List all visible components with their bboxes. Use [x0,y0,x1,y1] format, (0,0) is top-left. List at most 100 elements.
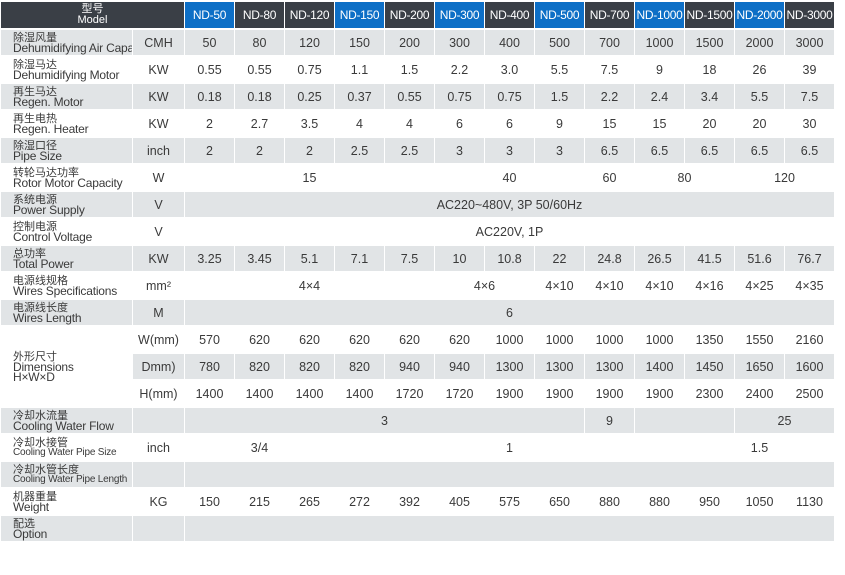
value-cell: 150 [185,489,234,514]
value-cell: 700 [585,30,634,55]
value-cell: 0.55 [185,57,234,82]
value-cell: 2400 [735,381,784,406]
row-label: 再生电热 Regen. Heater [1,111,132,136]
unit-cell: W(mm) [133,327,184,352]
value-cell: 7.5 [585,57,634,82]
value-cell: 1130 [785,489,834,514]
value-cell: 39 [785,57,834,82]
value-cell: 10.8 [485,246,534,271]
model-header-cell: ND-150 [335,2,384,28]
spec-row-dimension-d: Dmm) 780 820 820 820 940 940 1300 1300 1… [1,354,834,379]
merged-value-cell: 60 [585,165,634,190]
row-label: 总功率 Total Power [1,246,132,271]
merged-value-cell [185,462,834,487]
value-cell: 7.5 [785,84,834,109]
value-cell: 1300 [485,354,534,379]
value-cell: 1650 [735,354,784,379]
unit-cell: W [133,165,184,190]
model-header-cell: ND-700 [585,2,634,28]
value-cell: 405 [435,489,484,514]
row-label: 控制电源 Control Voltage [1,219,132,244]
spec-row-wires-spec: 电源线规格 Wires Specifications mm² 4×4 4×6 4×… [1,273,834,298]
merged-value-cell: 9 [585,408,634,433]
value-cell: 2500 [785,381,834,406]
value-cell: 2.2 [435,57,484,82]
value-cell: 76.7 [785,246,834,271]
value-cell: 215 [235,489,284,514]
value-cell: 1720 [435,381,484,406]
spec-row-pipe-size: 除湿口径 Pipe Size inch 2 2 2 2.5 2.5 3 3 3 6… [1,138,834,163]
value-cell: 820 [235,354,284,379]
value-cell: 1300 [585,354,634,379]
spec-row-dimension-h: H(mm) 1400 1400 1400 1400 1720 1720 1900… [1,381,834,406]
value-cell: 940 [435,354,484,379]
value-cell: 300 [435,30,484,55]
value-cell: 26 [735,57,784,82]
model-header-cell: ND-120 [285,2,334,28]
value-cell: 41.5 [685,246,734,271]
spec-row-regen-heater: 再生电热 Regen. Heater KW 2 2.7 3.5 4 4 6 6 9… [1,111,834,136]
header-row: 型号 Model ND-50 ND-80 ND-120 ND-150 ND-20… [1,2,834,28]
value-cell: 265 [285,489,334,514]
merged-value-cell: AC220~480V, 3P 50/60Hz [185,192,834,217]
value-cell: 1.5 [535,84,584,109]
unit-cell: Dmm) [133,354,184,379]
row-label: 机器重量 Weight [1,489,132,514]
spec-row-control-voltage: 控制电源 Control Voltage V AC220V, 1P [1,219,834,244]
value-cell: 4×35 [785,273,834,298]
value-cell: 0.75 [285,57,334,82]
value-cell: 1900 [635,381,684,406]
value-cell: 820 [285,354,334,379]
merged-value-cell: 1 [335,435,684,460]
value-cell: 1400 [235,381,284,406]
value-cell: 1.5 [385,57,434,82]
value-cell: 6.5 [635,138,684,163]
value-cell: 1350 [685,327,734,352]
value-cell: 3 [435,138,484,163]
value-cell: 2160 [785,327,834,352]
value-cell: 1000 [535,327,584,352]
spec-row-cooling-pipe-size: 冷却水接管 Cooling Water Pipe Size inch 3/4 1 … [1,435,834,460]
merged-value-cell: 3 [185,408,584,433]
value-cell: 2.4 [635,84,684,109]
merged-value-cell: 4×4 [185,273,434,298]
value-cell: 6.5 [685,138,734,163]
value-cell: 200 [385,30,434,55]
row-label: 系统电源 Power Supply [1,192,132,217]
value-cell: 2 [235,138,284,163]
row-label: 除湿口径 Pipe Size [1,138,132,163]
merged-value-cell: 80 [635,165,734,190]
spec-row-power-supply: 系统电源 Power Supply V AC220~480V, 3P 50/60H… [1,192,834,217]
value-cell: 2 [185,138,234,163]
value-cell: 18 [685,57,734,82]
value-cell: 7.1 [335,246,384,271]
value-cell: 10 [435,246,484,271]
value-cell: 2.5 [335,138,384,163]
value-cell: 1000 [485,327,534,352]
model-header-cell: ND-1000 [635,2,684,28]
value-cell: 1050 [735,489,784,514]
value-cell: 2 [185,111,234,136]
merged-value-cell: 120 [735,165,834,190]
value-cell: 120 [285,30,334,55]
merged-value-cell: 15 [185,165,434,190]
value-cell: 9 [535,111,584,136]
value-cell: 4 [335,111,384,136]
value-cell: 0.18 [235,84,284,109]
value-cell: 5.5 [535,57,584,82]
model-header-cell: ND-2000 [735,2,784,28]
value-cell: 22 [535,246,584,271]
value-cell: 0.75 [435,84,484,109]
value-cell: 6.5 [585,138,634,163]
model-header: 型号 Model [1,2,184,28]
value-cell: 500 [535,30,584,55]
merged-value-cell: 40 [435,165,584,190]
value-cell: 150 [335,30,384,55]
value-cell: 620 [435,327,484,352]
spec-row-cooling-flow: 冷却水流量 Cooling Water Flow 3 9 25 [1,408,834,433]
value-cell: 650 [535,489,584,514]
value-cell: 400 [485,30,534,55]
value-cell: 5.5 [735,84,784,109]
value-cell: 1000 [635,30,684,55]
value-cell: 1900 [535,381,584,406]
